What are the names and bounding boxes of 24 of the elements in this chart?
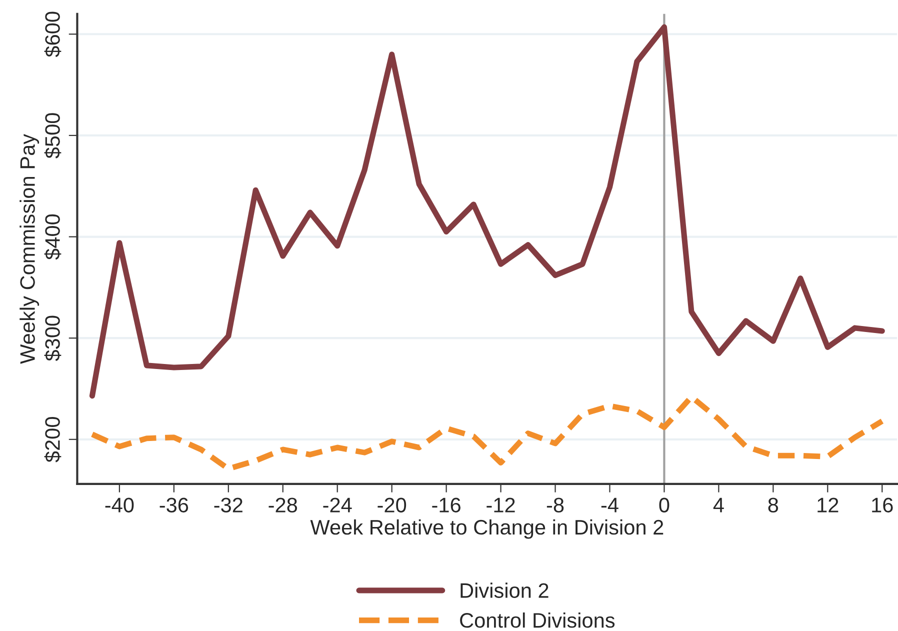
x-tick-label: -32 — [214, 498, 242, 512]
x-tick-label: 12 — [818, 498, 838, 512]
x-tick-label: 8 — [768, 498, 778, 512]
y-tick-label: $300 — [44, 316, 62, 362]
x-tick-label: 0 — [659, 498, 670, 512]
x-tick-label: -12 — [486, 498, 515, 512]
legend-label: Control Divisions — [460, 612, 615, 628]
x-tick-label: -28 — [268, 498, 298, 512]
y-tick-label: $600 — [44, 12, 62, 58]
x-tick-label: -16 — [432, 498, 460, 512]
x-tick-label: -4 — [601, 498, 618, 512]
x-tick-label: 4 — [713, 498, 724, 512]
x-tick-label: -24 — [323, 498, 352, 512]
x-axis-title: Week Relative to Change in Division 2 — [310, 519, 664, 539]
y-axis-title: Weekly Commission Pay — [20, 134, 40, 364]
x-tick-label: -8 — [546, 498, 564, 512]
x-tick-label: -40 — [105, 498, 134, 512]
y-tick-label: $400 — [44, 214, 62, 260]
x-tick-label: 16 — [872, 498, 893, 512]
y-tick-label: $500 — [44, 113, 62, 158]
y-tick-label: $200 — [44, 417, 62, 462]
x-tick-label: -36 — [160, 498, 188, 512]
x-tick-label: -20 — [378, 498, 406, 512]
legend-label: Division 2 — [460, 582, 548, 598]
